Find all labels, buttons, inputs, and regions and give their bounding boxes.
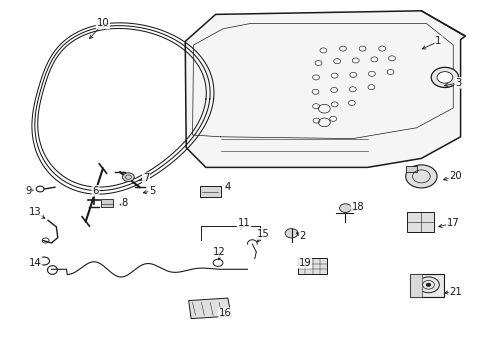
Text: 1: 1 [435,36,442,46]
Text: 21: 21 [449,287,462,297]
Circle shape [406,165,437,188]
Circle shape [426,283,431,287]
Text: 4: 4 [225,182,231,192]
Text: 15: 15 [257,229,270,239]
Text: 10: 10 [97,18,109,28]
Bar [410,274,444,297]
Text: 9: 9 [25,186,32,196]
Text: 8: 8 [122,198,128,208]
Circle shape [340,204,351,212]
Text: 11: 11 [238,218,250,228]
Text: 12: 12 [213,247,226,257]
FancyBboxPatch shape [101,199,113,207]
Text: 18: 18 [351,202,364,212]
Text: 6: 6 [92,186,99,196]
Text: 19: 19 [298,258,311,268]
Text: 14: 14 [29,258,42,268]
Circle shape [285,229,298,238]
Polygon shape [185,11,466,167]
Bar [410,274,421,297]
Circle shape [437,72,453,83]
Polygon shape [189,298,231,319]
Text: 7: 7 [143,173,149,183]
Text: 16: 16 [219,308,232,318]
Text: 13: 13 [29,207,42,217]
Circle shape [431,67,459,87]
Bar [406,166,416,172]
Text: 20: 20 [449,171,462,181]
Text: 17: 17 [447,218,460,228]
Bar [200,186,220,197]
Bar [407,212,434,232]
Text: 3: 3 [455,78,461,88]
Text: 2: 2 [299,231,306,241]
Circle shape [122,173,134,181]
Bar [298,258,327,274]
Text: 5: 5 [148,186,155,196]
